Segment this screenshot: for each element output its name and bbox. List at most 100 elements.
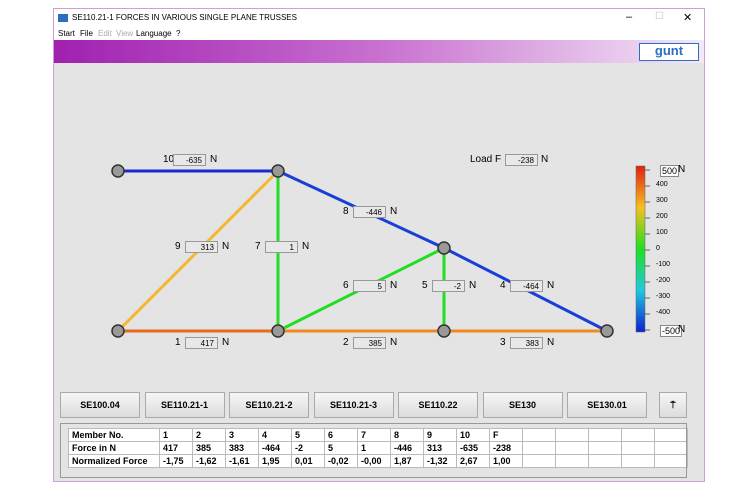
- member-unit: N: [547, 337, 555, 348]
- member-value: -2: [432, 280, 465, 292]
- member-value: 383: [510, 337, 543, 349]
- scale-label: 500: [660, 165, 680, 177]
- table-row: Force in N 417 385 383 -464 -2 5 1 -446 313 -635 -2…: [68, 441, 688, 455]
- table-cell: 10: [456, 428, 490, 442]
- member-unit: N: [390, 206, 398, 217]
- module-button[interactable]: SE130: [482, 392, 563, 418]
- menu-item[interactable]: Start: [58, 29, 75, 38]
- scale-label: 0: [656, 245, 660, 252]
- empty-cell: [654, 428, 688, 442]
- table-cell: 0,01: [291, 454, 325, 468]
- table-cell: -464: [258, 441, 292, 455]
- minimize[interactable]: –: [626, 11, 633, 23]
- module-button[interactable]: SE110.21-1: [144, 392, 225, 418]
- color-scale: [635, 165, 646, 333]
- member-label: 1: [175, 337, 181, 348]
- table-cell: 1: [159, 428, 193, 442]
- scale-label: 200: [656, 213, 668, 220]
- table-cell: 383: [225, 441, 259, 455]
- table-cell: 2: [192, 428, 226, 442]
- member-value: 5: [353, 280, 386, 292]
- empty-cell: [522, 428, 556, 442]
- truss-node: [437, 241, 451, 255]
- table-cell: 6: [324, 428, 358, 442]
- member-label: 2: [343, 337, 349, 348]
- title-bar: SE110.21-1 FORCES IN VARIOUS SINGLE PLAN…: [54, 9, 704, 28]
- empty-cell: [588, 454, 622, 468]
- scale-label: -100: [656, 261, 671, 268]
- member-value: -635: [173, 154, 206, 166]
- member-label: 5: [422, 280, 428, 291]
- menu-bar: Start File Edit View Language?: [54, 28, 704, 40]
- table-cell: 9: [423, 428, 457, 442]
- module-button[interactable]: SE130.01: [567, 392, 647, 418]
- table-cell: -635: [456, 441, 490, 455]
- module-button[interactable]: SE110.21-2: [229, 392, 309, 418]
- results-table: Member No. 1 2 3 4 5 6 7 8 9 10 F Force in N 417 385 38…: [68, 428, 688, 468]
- menu-item[interactable]: File: [80, 29, 93, 38]
- module-button[interactable]: SE100.04: [60, 392, 140, 418]
- member-unit: N: [302, 241, 310, 252]
- table-cell: 417: [159, 441, 193, 455]
- table-cell: 1,87: [390, 454, 424, 468]
- empty-cell: [654, 454, 688, 468]
- print-button[interactable]: ⍑: [659, 392, 687, 418]
- app-icon: [58, 14, 68, 22]
- scale-label: -300: [656, 293, 671, 300]
- truss-node: [271, 324, 285, 338]
- table-cell: 313: [423, 441, 457, 455]
- window-title: SE110.21-1 FORCES IN VARIOUS SINGLE PLAN…: [72, 13, 297, 22]
- member-label: 7: [255, 241, 261, 252]
- member-label: 6: [343, 280, 349, 291]
- table-cell: -446: [390, 441, 424, 455]
- table-cell: 4: [258, 428, 292, 442]
- member-unit: N: [390, 337, 398, 348]
- member-unit: N: [390, 280, 398, 291]
- member-label: 8: [343, 206, 349, 217]
- close[interactable]: ✕: [683, 12, 693, 24]
- empty-cell: [588, 428, 622, 442]
- member-value: 1: [265, 241, 298, 253]
- table-cell: 3: [225, 428, 259, 442]
- truss-node: [437, 324, 451, 338]
- member-unit: N: [222, 241, 230, 252]
- table-row: Normalized Force -1,75 -1,62 -1,61 1,95 0,01-…: [68, 454, 688, 468]
- table-cell: 5: [324, 441, 358, 455]
- empty-cell: [555, 441, 589, 455]
- module-button[interactable]: SE110.21-3: [313, 392, 394, 418]
- scale-label: 300: [656, 197, 668, 204]
- scale-label: 100: [656, 229, 668, 236]
- member-unit: N: [210, 154, 218, 165]
- menu-item[interactable]: Language: [136, 29, 172, 38]
- menu-item[interactable]: ?: [176, 29, 181, 38]
- table-cell: 1: [357, 441, 391, 455]
- table-cell: -0,00: [357, 454, 391, 468]
- truss-node: [271, 164, 285, 178]
- menu-item[interactable]: Edit: [98, 29, 112, 38]
- empty-cell: [654, 441, 688, 455]
- table-cell: -1,75: [159, 454, 193, 468]
- table-cell: F: [489, 428, 523, 442]
- header-band: gunt: [54, 40, 704, 63]
- member-value: -446: [353, 206, 386, 218]
- logo: gunt: [639, 43, 699, 61]
- member-label: 9: [175, 241, 181, 252]
- empty-cell: [555, 454, 589, 468]
- table-cell: 2,67: [456, 454, 490, 468]
- table-row: Member No. 1 2 3 4 5 6 7 8 9 10 F: [68, 428, 688, 442]
- truss-node: [600, 324, 614, 338]
- scale-label: -200: [656, 277, 671, 284]
- maximize[interactable]: ☐: [655, 11, 664, 22]
- module-button[interactable]: SE110.22: [398, 392, 478, 418]
- empty-cell: [522, 454, 556, 468]
- member-value: 385: [353, 337, 386, 349]
- table-cell: -2: [291, 441, 325, 455]
- load-label: Load F: [470, 154, 502, 165]
- table-cell: Member No.: [68, 428, 160, 442]
- menu-item[interactable]: View: [116, 29, 134, 38]
- scale-label: 400: [656, 181, 668, 188]
- table-cell: -238: [489, 441, 523, 455]
- empty-cell: [555, 428, 589, 442]
- empty-cell: [621, 441, 655, 455]
- table-cell: 7: [357, 428, 391, 442]
